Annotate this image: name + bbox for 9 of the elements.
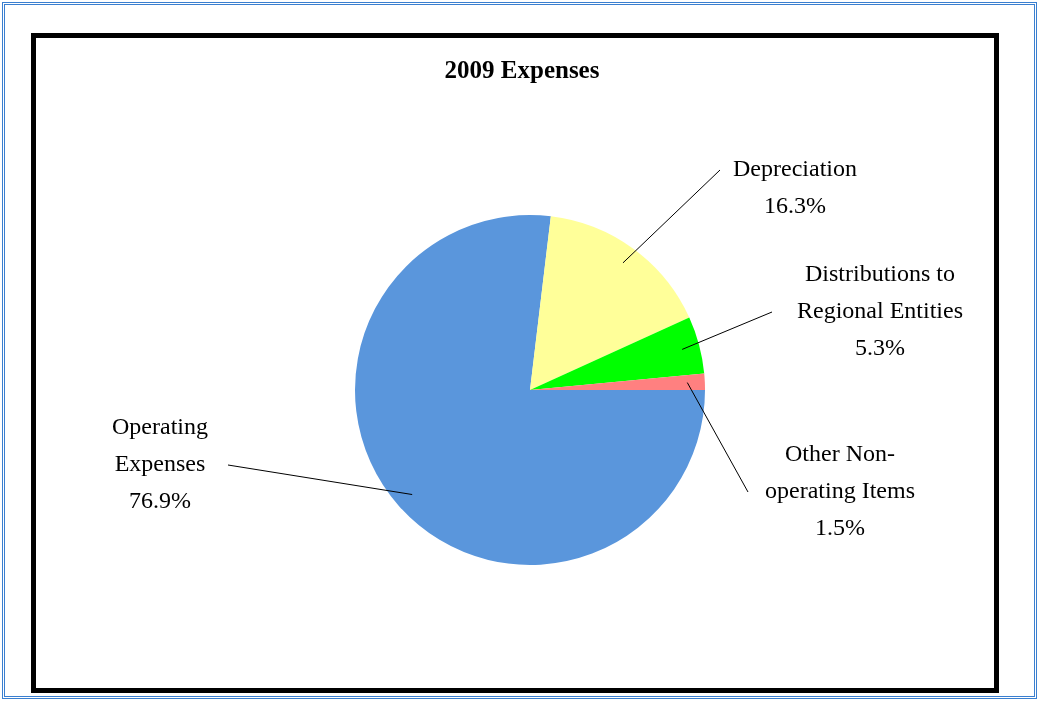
data-label: 76.9% [129, 487, 191, 514]
slice-label: Distributions to Regional Entities [797, 260, 963, 324]
slice-label: Operating Expenses [112, 413, 208, 477]
slice-label: Depreciation [733, 155, 857, 182]
data-label: 1.5% [815, 514, 865, 541]
data-label: 5.3% [855, 334, 905, 361]
data-label: 16.3% [764, 192, 826, 219]
slice-label: Other Non-operating Items [765, 440, 915, 504]
chart-title: 2009 Expenses [444, 56, 600, 84]
